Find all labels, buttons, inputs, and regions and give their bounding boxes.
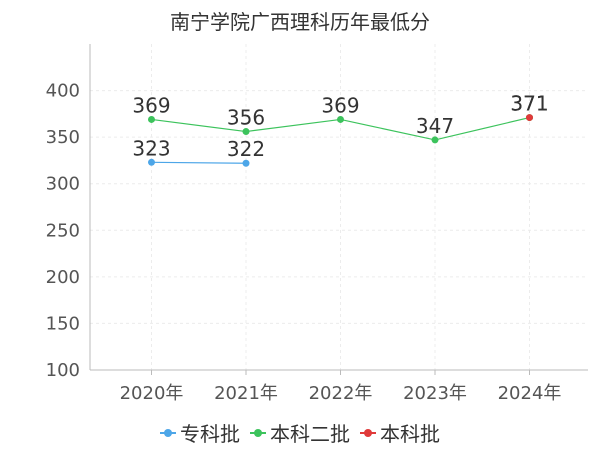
y-tick-label: 400: [46, 81, 80, 102]
x-tick-label: 2020年: [120, 383, 184, 404]
legend-item[interactable]: 本科二批: [250, 418, 350, 447]
legend-swatch: [360, 427, 376, 439]
grid-layer: [90, 44, 588, 370]
data-point: [337, 115, 344, 123]
data-label: 347: [416, 114, 454, 138]
data-label: 322: [227, 137, 265, 161]
legend-item[interactable]: 专科批: [160, 418, 240, 447]
x-tick-label: 2021年: [214, 383, 278, 404]
data-label: 371: [510, 92, 548, 116]
chart-title: 南宁学院广西理科历年最低分: [170, 10, 430, 34]
data-point: [242, 159, 250, 167]
y-tick-label: 250: [46, 220, 80, 241]
data-label: 323: [132, 136, 170, 160]
data-label: 369: [321, 93, 359, 117]
legend-swatch: [250, 427, 266, 439]
legend-label: 专科批: [180, 422, 240, 446]
legend-item[interactable]: 本科批: [360, 418, 440, 447]
series-layer: [148, 114, 533, 167]
y-tick-label: 200: [46, 267, 80, 288]
legend: 专科批 本科二批 本科批: [0, 418, 600, 447]
data-point: [242, 128, 250, 136]
y-tick-label: 350: [46, 127, 80, 148]
data-point: [526, 114, 533, 122]
x-tick-label: 2022年: [309, 383, 373, 404]
data-point: [148, 158, 155, 166]
data-point: [148, 115, 155, 123]
legend-swatch: [160, 427, 176, 439]
legend-label: 本科二批: [270, 422, 350, 446]
y-tick-label: 300: [46, 174, 80, 195]
data-label: 371: [510, 92, 548, 116]
data-point: [431, 136, 439, 144]
x-tick-label: 2024年: [498, 383, 562, 404]
x-tick-label: 2023年: [403, 383, 467, 404]
y-tick-label: 150: [46, 313, 80, 334]
y-tick-label: 100: [46, 360, 80, 381]
data-label: 369: [132, 93, 170, 117]
series-line-0: [151, 161, 247, 164]
data-label: 356: [227, 106, 265, 130]
axes-layer: 100 150 200 250 300 350 400 2020年 2021年 2022年 2023…: [46, 44, 588, 404]
legend-label: 本科批: [380, 422, 440, 446]
